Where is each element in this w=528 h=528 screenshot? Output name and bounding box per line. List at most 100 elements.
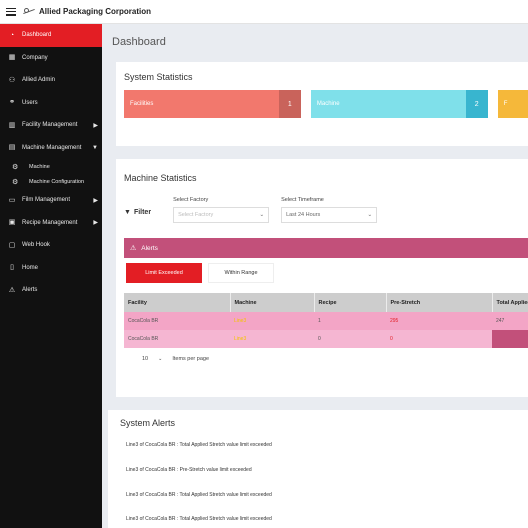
sidebar-subitem-machine-configuration[interactable]: ⚙ Machine Configuration <box>0 174 102 189</box>
machine-statistics-card: Machine Statistics ▼ Filter Select Facto… <box>116 159 528 397</box>
cell-prestretch: 295 <box>386 312 492 330</box>
table-header-row: Facility Machine Recipe Pre-Stretch Tota… <box>124 293 528 312</box>
system-statistics-card: System Statistics Facilities 1 Machine 2… <box>116 62 528 146</box>
system-alerts-card: System Alerts Line3 of CocaCola BR : Tot… <box>108 410 528 528</box>
filter-icon: ▼ <box>124 209 131 216</box>
sidebar-item-machine-management[interactable]: ▤ Machine Management ▼ <box>0 137 102 160</box>
cell-machine: Line3 <box>230 312 314 330</box>
sidebar-subitem-label: Machine Configuration <box>29 178 85 185</box>
warning-icon: ⚠ <box>130 245 137 252</box>
machine-icon: ▤ <box>8 144 16 152</box>
main-content: Dashboard System Statistics Facilities 1… <box>102 24 528 528</box>
sidebar-item-label: Alerts <box>22 287 38 294</box>
alerts-header: ⚠ Alerts <box>124 238 528 258</box>
alerts-table: Facility Machine Recipe Pre-Stretch Tota… <box>124 293 528 348</box>
sidebar-item-home[interactable]: ▯ Home <box>0 257 102 280</box>
sidebar-item-label: Home <box>22 264 39 271</box>
facility-icon: ▥ <box>8 121 16 129</box>
sidebar-item-company[interactable]: ▦ Company <box>0 47 102 70</box>
page-title: Dashboard <box>112 36 166 48</box>
table-row[interactable]: CocaCola BR Line3 1 295 247 <box>124 312 528 330</box>
table-row[interactable]: CocaCola BR Line3 0 0 <box>124 330 528 348</box>
system-alert-item: Line3 of CocaCola BR : Total Applied Str… <box>126 516 272 522</box>
machine-sub-icon: ⚙ <box>12 163 19 171</box>
column-header[interactable]: Facility <box>124 293 231 312</box>
machine-statistics-title: Machine Statistics <box>124 173 197 183</box>
system-alert-item: Line3 of CocaCola BR : Total Applied Str… <box>126 442 272 448</box>
column-header[interactable]: Recipe <box>314 293 387 312</box>
column-header[interactable]: Total Applied <box>492 293 528 312</box>
sidebar-item-dashboard[interactable]: ◔ Dashboard <box>0 24 102 47</box>
timeframe-label: Select Timeframe <box>281 197 324 203</box>
sidebar-subitem-machine[interactable]: ⚙ Machine <box>0 159 102 174</box>
cell-prestretch: 0 <box>386 330 492 348</box>
sidebar-item-allied-admin[interactable]: ⚇ Allied Admin <box>0 69 102 92</box>
stat-label: Machine <box>316 101 340 107</box>
system-statistics-title: System Statistics <box>124 72 193 82</box>
config-icon: ⚙ <box>12 178 19 186</box>
sidebar-item-film-management[interactable]: ▭ Film Management ▶ <box>0 189 102 212</box>
sidebar-item-facility-management[interactable]: ▥ Facility Management ▶ <box>0 114 102 137</box>
sidebar-item-label: Film Management <box>22 197 71 204</box>
column-header[interactable]: Pre-Stretch <box>386 293 493 312</box>
film-icon: ▭ <box>8 196 16 204</box>
cell-facility: CocaCola BR <box>124 312 230 330</box>
system-alert-item: Line3 of CocaCola BR : Pre-Stretch value… <box>126 467 252 473</box>
cell-recipe: 0 <box>314 330 386 348</box>
filter-label: ▼ Filter <box>124 209 152 216</box>
brand-name: Allied Packaging Corporation <box>39 7 152 16</box>
system-alerts-title: System Alerts <box>120 418 176 428</box>
chevron-down-icon: ⌄ <box>259 212 265 218</box>
chevron-right-icon: ▶ <box>93 122 98 129</box>
sidebar-item-label: Users <box>22 99 38 106</box>
sidebar-item-label: Facility Management <box>22 122 78 129</box>
sidebar-item-label: Machine Management <box>22 144 82 151</box>
stat-value: 1 <box>278 90 301 118</box>
cell-recipe: 1 <box>314 312 386 330</box>
stat-label: F <box>503 101 508 107</box>
sidebar-item-label: Web Hook <box>22 242 50 249</box>
stat-card-machine[interactable]: Machine 2 <box>310 90 488 118</box>
factory-label: Select Factory <box>173 197 209 203</box>
chevron-right-icon: ▶ <box>93 197 98 204</box>
dashboard-icon: ◔ <box>9 31 15 39</box>
factory-select[interactable]: Select Factory ⌄ <box>173 207 270 223</box>
sidebar-item-label: Allied Admin <box>22 77 56 84</box>
stat-card-facilities[interactable]: Facilities 1 <box>124 90 301 118</box>
building-icon: ▦ <box>8 54 16 62</box>
sidebar-item-label: Recipe Management <box>22 219 78 226</box>
sidebar-item-web-hook[interactable]: ▢ Web Hook <box>0 234 102 257</box>
stat-card-partial[interactable]: F <box>497 90 528 118</box>
cell-total: 247 <box>492 312 528 330</box>
tab-limit-exceeded[interactable]: Limit Exceeded <box>126 263 202 283</box>
webhook-icon: ▢ <box>8 241 16 249</box>
factory-field: Select Factory Select Factory ⌄ <box>173 197 270 223</box>
sidebar-subitem-label: Machine <box>29 163 50 170</box>
top-bar: Allied Packaging Corporation <box>0 0 528 24</box>
chevron-right-icon: ▶ <box>93 220 98 227</box>
timeframe-field: Select Timeframe Last 24 Hours ⌄ <box>281 197 378 223</box>
page-size-value[interactable]: 10 <box>142 356 149 362</box>
company-logo-icon <box>22 7 36 17</box>
sidebar-item-users[interactable]: ⚭ Users <box>0 92 102 115</box>
tab-within-range[interactable]: Within Range <box>208 263 274 283</box>
column-header[interactable]: Machine <box>230 293 315 312</box>
page-size-label: Items per page <box>172 356 210 362</box>
admin-icon: ⚇ <box>8 76 16 84</box>
sidebar-item-label: Company <box>22 54 48 61</box>
sidebar-item-label: Dashboard <box>22 32 52 39</box>
recipe-icon: ▣ <box>8 219 16 227</box>
home-icon: ▯ <box>10 264 14 272</box>
warning-icon: ⚠ <box>8 286 16 294</box>
chevron-down-icon[interactable]: ⌄ <box>158 356 163 362</box>
chevron-down-icon: ⌄ <box>367 212 373 218</box>
hamburger-menu-icon[interactable] <box>6 7 16 16</box>
cell-machine: Line3 <box>230 330 314 348</box>
cell-facility: CocaCola BR <box>124 330 230 348</box>
users-icon: ⚭ <box>9 99 15 107</box>
sidebar-item-recipe-management[interactable]: ▣ Recipe Management ▶ <box>0 212 102 235</box>
stat-value: 2 <box>465 90 488 118</box>
alert-tabs: Limit Exceeded Within Range <box>124 263 528 283</box>
timeframe-select[interactable]: Last 24 Hours ⌄ <box>281 207 378 223</box>
sidebar-item-alerts[interactable]: ⚠ Alerts <box>0 279 102 302</box>
